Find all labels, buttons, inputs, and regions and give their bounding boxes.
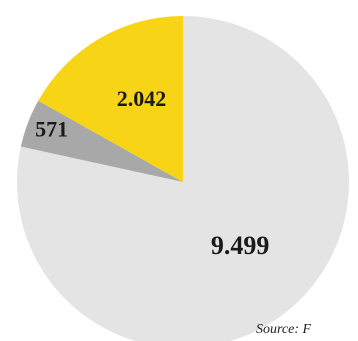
pie-slices bbox=[17, 16, 349, 341]
pie-label-571: 571 bbox=[35, 116, 68, 141]
pie-slice-571 bbox=[20, 100, 183, 182]
pie-labels: 9.499 571 2.042 bbox=[35, 86, 269, 260]
pie-slice-2.042 bbox=[38, 16, 183, 182]
pie-label-2.042: 2.042 bbox=[117, 86, 167, 111]
pie-label-9.499: 9.499 bbox=[211, 231, 270, 260]
source-note: Source: F bbox=[256, 322, 312, 337]
pie-slice-9.499 bbox=[17, 16, 349, 341]
